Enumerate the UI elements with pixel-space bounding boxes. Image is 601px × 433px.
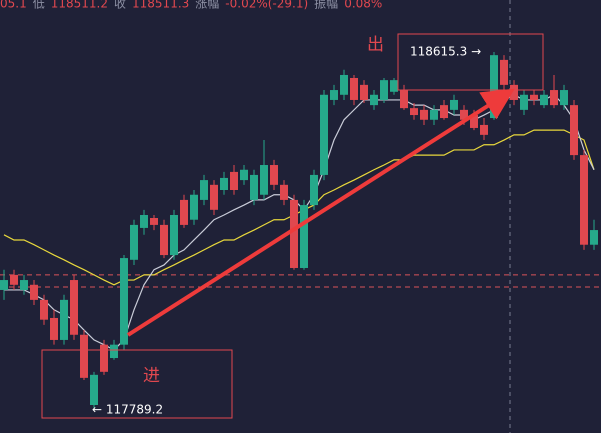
candle-body — [490, 55, 498, 119]
candle-body — [310, 174, 318, 206]
candle-body — [200, 180, 208, 200]
candle-body — [390, 80, 398, 92]
candle-body — [10, 274, 18, 285]
candle-body — [370, 94, 378, 106]
exit-label: 出 — [367, 35, 384, 55]
candle-body — [530, 94, 538, 100]
candle-body — [250, 174, 258, 200]
candle-body — [570, 105, 578, 156]
exit-box — [397, 33, 544, 91]
candle-body — [80, 334, 88, 378]
candle-body — [500, 59, 508, 85]
candle-body — [450, 99, 458, 110]
candle-body — [510, 84, 518, 100]
candle-body — [170, 214, 178, 256]
candle-body — [220, 177, 228, 191]
entry-box — [41, 349, 233, 419]
candle-body — [110, 344, 118, 359]
candle-body — [90, 374, 98, 405]
candle-body — [210, 184, 218, 210]
trend-arrow — [126, 88, 515, 337]
candle-body — [420, 109, 428, 120]
moving-average — [3, 129, 595, 286]
header: 05.1 低 118511.2 收 118511.3 涨幅 -0.02%(-29.1) 振幅 0… — [0, 0, 382, 11]
candle-body — [290, 199, 298, 268]
candle-body — [70, 280, 78, 335]
header-text: 涨幅 — [195, 0, 219, 11]
candle-body — [140, 214, 148, 228]
header-text: 118511.2 — [51, 0, 108, 11]
candle-body — [440, 105, 448, 119]
candle-body — [150, 218, 158, 225]
header-text: 振幅 — [314, 0, 338, 11]
candle-body — [130, 224, 138, 260]
candle-body — [480, 124, 488, 135]
candle-body — [330, 90, 338, 100]
candle-body — [160, 224, 168, 256]
header-text: 低 — [33, 0, 45, 11]
candle-body — [400, 90, 408, 109]
candle-body — [590, 230, 598, 245]
candle-body — [350, 77, 358, 100]
candle-body — [470, 115, 478, 128]
candle-body — [230, 171, 238, 191]
candle-body — [240, 169, 248, 181]
candle-body — [60, 299, 68, 340]
candle-body — [380, 80, 388, 100]
header-text: 0.08% — [344, 0, 382, 11]
candle-body — [190, 194, 198, 220]
candle-body — [0, 280, 8, 290]
candle-body — [180, 199, 188, 225]
candle-body — [430, 109, 438, 120]
candle-body — [20, 280, 28, 290]
candle-body — [540, 94, 548, 106]
candle-body — [550, 90, 558, 106]
moving-average — [4, 94, 595, 351]
header-text: 05.1 — [0, 0, 27, 11]
candle-body — [320, 94, 328, 175]
candle-body — [30, 284, 38, 300]
candle-body — [410, 108, 418, 116]
candle-body — [270, 165, 278, 185]
candle-body — [50, 317, 58, 340]
candle-body — [560, 90, 568, 106]
header-text: -0.02%(-29.1) — [225, 0, 308, 11]
entry-label: 进 — [143, 366, 160, 386]
candle-body — [460, 109, 468, 120]
header-text: 收 — [114, 0, 126, 11]
candle-body — [100, 344, 108, 372]
candle-body — [360, 84, 368, 100]
high-label: 118615.3 → — [410, 45, 481, 59]
low-label: ← 117789.2 — [92, 403, 163, 417]
candle-body — [280, 184, 288, 200]
candle-body — [340, 74, 348, 95]
candle-body — [40, 299, 48, 320]
candle-body — [520, 94, 528, 110]
candle-body — [260, 165, 268, 195]
candle-body — [120, 258, 128, 345]
candle-body — [580, 155, 588, 245]
header-text: 118511.3 — [132, 0, 189, 11]
candle-body — [300, 205, 308, 268]
